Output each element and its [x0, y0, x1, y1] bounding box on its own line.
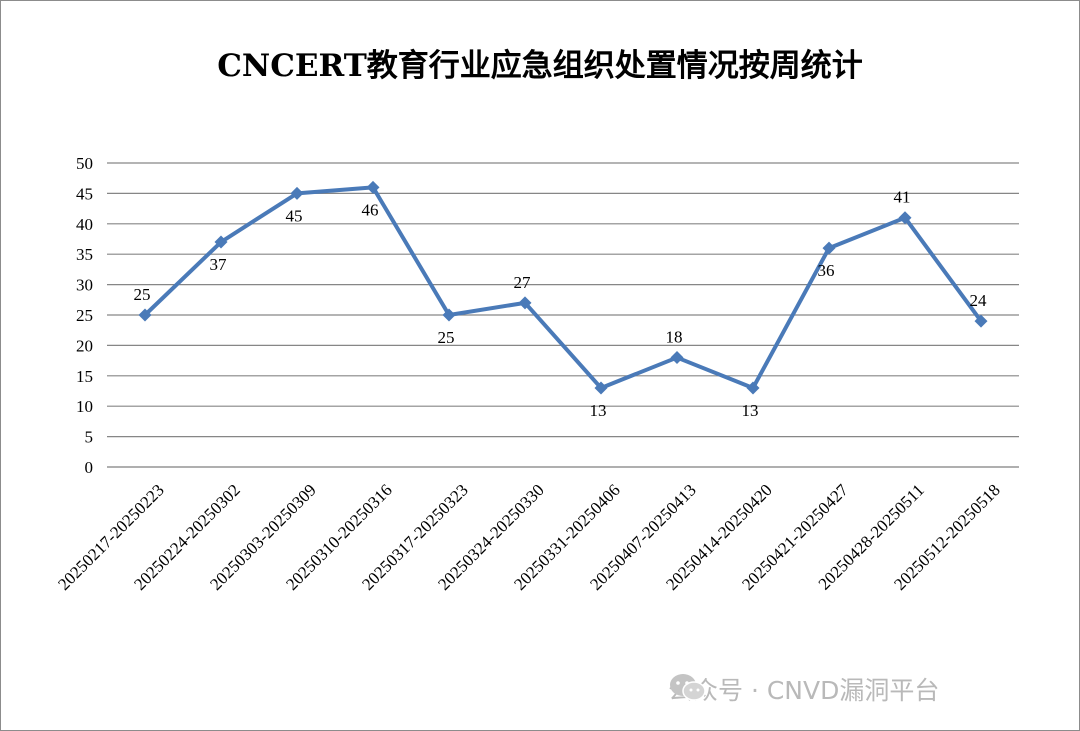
series-line — [143, 185, 983, 390]
data-label: 13 — [742, 401, 759, 420]
data-label: 25 — [134, 285, 151, 304]
data-label: 41 — [894, 188, 911, 207]
watermark-text: 公众号 · CNVD漏洞平台 — [668, 676, 940, 705]
data-label: 27 — [514, 273, 532, 292]
y-tick-label: 30 — [76, 276, 93, 295]
y-tick-label: 25 — [76, 306, 93, 325]
y-tick-label: 35 — [76, 245, 93, 264]
y-tick-label: 20 — [76, 336, 93, 355]
y-tick-label: 15 — [76, 367, 93, 386]
y-tick-label: 50 — [76, 154, 93, 173]
data-point-marker — [366, 180, 380, 194]
data-label: 36 — [818, 261, 835, 280]
data-point-marker — [670, 351, 684, 365]
y-tick-label: 10 — [76, 397, 93, 416]
data-point-marker — [898, 211, 912, 225]
data-point-marker — [746, 381, 760, 395]
wechat-icon — [670, 674, 706, 701]
y-tick-label: 5 — [85, 428, 94, 447]
data-label: 18 — [666, 328, 683, 347]
chart-title: CNCERT教育行业应急组织处置情况按周统计 — [217, 48, 863, 84]
data-label: 45 — [286, 206, 303, 225]
data-label: 46 — [362, 200, 379, 219]
data-label: 13 — [590, 401, 607, 420]
y-tick-label: 40 — [76, 215, 93, 234]
data-point-marker — [214, 235, 228, 249]
data-point-marker — [442, 308, 456, 322]
data-label: 25 — [438, 328, 455, 347]
watermark: 公众号 · CNVD漏洞平台 — [668, 672, 939, 706]
data-label: 37 — [210, 255, 228, 274]
data-point-marker — [518, 296, 532, 310]
data-label: 24 — [970, 291, 988, 310]
data-point-marker — [138, 308, 152, 322]
data-point-marker — [594, 381, 608, 395]
data-point-marker — [822, 241, 836, 255]
data-point-marker — [290, 186, 304, 200]
y-tick-label: 0 — [85, 458, 94, 477]
y-tick-label: 45 — [76, 184, 93, 203]
data-point-marker — [974, 314, 988, 328]
